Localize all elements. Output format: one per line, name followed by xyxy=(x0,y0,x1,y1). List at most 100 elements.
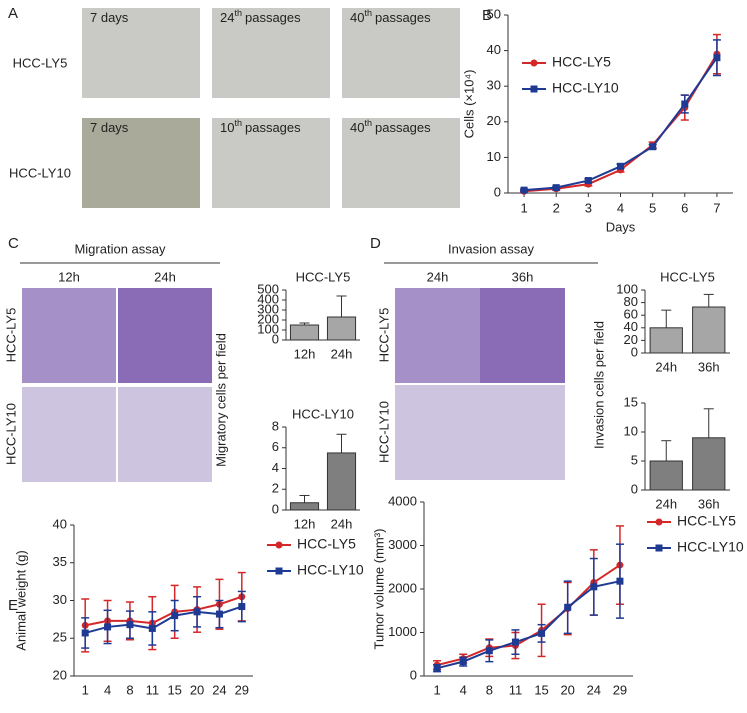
bar xyxy=(692,306,726,354)
column-label: 24h xyxy=(154,269,176,284)
marker xyxy=(275,567,283,575)
error-bar xyxy=(299,494,310,503)
y-tick-label: 100 xyxy=(616,281,638,296)
x-tick-label: 2 xyxy=(553,200,560,215)
x-tick-label: 24h xyxy=(331,516,353,531)
marker xyxy=(433,664,441,672)
bar xyxy=(326,316,357,341)
y-tick-label: 300 xyxy=(257,301,279,316)
x-tick-label: 1 xyxy=(520,200,527,215)
y-axis-label: Migratory cells per field xyxy=(213,333,228,467)
photo-caption: 7 days xyxy=(90,10,129,25)
x-tick-label: 6 xyxy=(681,200,688,215)
x-tick-label: 24 xyxy=(212,682,226,697)
micrograph xyxy=(118,288,212,383)
panel-letter: A xyxy=(8,5,18,22)
marker xyxy=(530,59,538,67)
y-axis-label: Tumor volume (mm³) xyxy=(371,529,386,650)
micrograph xyxy=(118,387,212,482)
y-tick-label: 60 xyxy=(624,307,638,322)
row-label: HCC-LY5 xyxy=(376,308,391,363)
micrograph xyxy=(22,288,116,383)
legend-label: HCC-LY10 xyxy=(552,80,619,96)
panel-letter: D xyxy=(370,235,381,252)
bar xyxy=(649,327,683,354)
assay-title: Migration assay xyxy=(74,241,166,256)
micrograph xyxy=(480,385,565,480)
marker xyxy=(459,658,467,666)
row-label: HCC-LY5 xyxy=(3,308,18,363)
x-tick-label: 20 xyxy=(190,682,204,697)
photo-caption: 40th passages xyxy=(350,118,431,135)
x-tick-label: 4 xyxy=(460,682,467,697)
panel-letter: C xyxy=(8,235,19,252)
bar xyxy=(649,460,683,491)
x-tick-label: 12h xyxy=(294,516,316,531)
y-tick-label: 400 xyxy=(257,291,279,306)
x-tick-label: 15 xyxy=(534,682,548,697)
marker xyxy=(193,608,201,616)
photo-caption: 40th passages xyxy=(350,8,431,25)
x-tick-label: 24h xyxy=(331,346,353,361)
y-tick-label: 30 xyxy=(53,592,67,607)
y-tick-label: 0 xyxy=(631,481,638,496)
caption-rest: passages xyxy=(245,10,301,25)
y-tick-label: 500 xyxy=(257,281,279,296)
marker xyxy=(238,603,246,611)
micrograph xyxy=(342,118,460,208)
caption-main: 40 xyxy=(350,120,364,135)
bar xyxy=(692,437,726,491)
caption-rest: passages xyxy=(375,120,431,135)
row-label: HCC-LY10 xyxy=(3,403,18,465)
y-tick-label: 40 xyxy=(487,42,501,57)
panel-letter: E xyxy=(8,597,18,614)
y-tick-label: 5 xyxy=(631,452,638,467)
x-tick-label: 1 xyxy=(433,682,440,697)
marker xyxy=(617,162,624,170)
y-tick-label: 4000 xyxy=(388,493,417,508)
y-tick-label: 0 xyxy=(410,667,417,682)
error-bar xyxy=(336,433,347,453)
marker xyxy=(171,612,179,620)
panel-letter: B xyxy=(482,7,492,24)
y-tick-label: 2000 xyxy=(388,580,417,595)
marker xyxy=(485,647,493,655)
marker xyxy=(564,603,572,611)
marker xyxy=(275,541,283,549)
y-tick-label: 1000 xyxy=(388,624,417,639)
y-tick-label: 0 xyxy=(272,501,279,516)
marker xyxy=(81,629,89,637)
x-tick-label: 8 xyxy=(126,682,133,697)
caption-sup: th xyxy=(364,118,372,128)
marker xyxy=(655,544,663,552)
bar xyxy=(289,324,320,341)
chart-title: HCC-LY5 xyxy=(660,269,715,284)
legend-label: HCC-LY10 xyxy=(677,539,744,555)
y-tick-label: 0 xyxy=(631,344,638,359)
marker xyxy=(649,143,657,151)
y-tick-label: 50 xyxy=(487,6,501,21)
x-tick-label: 11 xyxy=(146,682,160,697)
x-tick-label: 8 xyxy=(486,682,493,697)
photo-caption: 7 days xyxy=(90,120,129,135)
caption-main: 7 days xyxy=(90,120,129,135)
caption-sup: th xyxy=(234,118,242,128)
marker xyxy=(104,623,112,631)
series-line xyxy=(84,595,243,627)
series-line xyxy=(436,580,621,670)
x-tick-label: 36h xyxy=(698,359,720,374)
y-tick-label: 15 xyxy=(624,394,638,409)
legend-label: HCC-LY5 xyxy=(297,536,356,552)
x-tick-label: 4 xyxy=(617,200,624,215)
row-label: HCC-LY10 xyxy=(376,401,391,463)
y-tick-label: 40 xyxy=(53,516,67,531)
micrograph xyxy=(212,8,330,98)
y-tick-label: 4 xyxy=(272,460,279,475)
y-axis-label: Cells (×10⁴) xyxy=(461,70,476,139)
y-tick-label: 3000 xyxy=(388,537,417,552)
error-bar xyxy=(703,408,714,438)
x-tick-label: 24h xyxy=(655,359,677,374)
caption-sup: th xyxy=(364,8,372,18)
y-tick-label: 80 xyxy=(624,294,638,309)
